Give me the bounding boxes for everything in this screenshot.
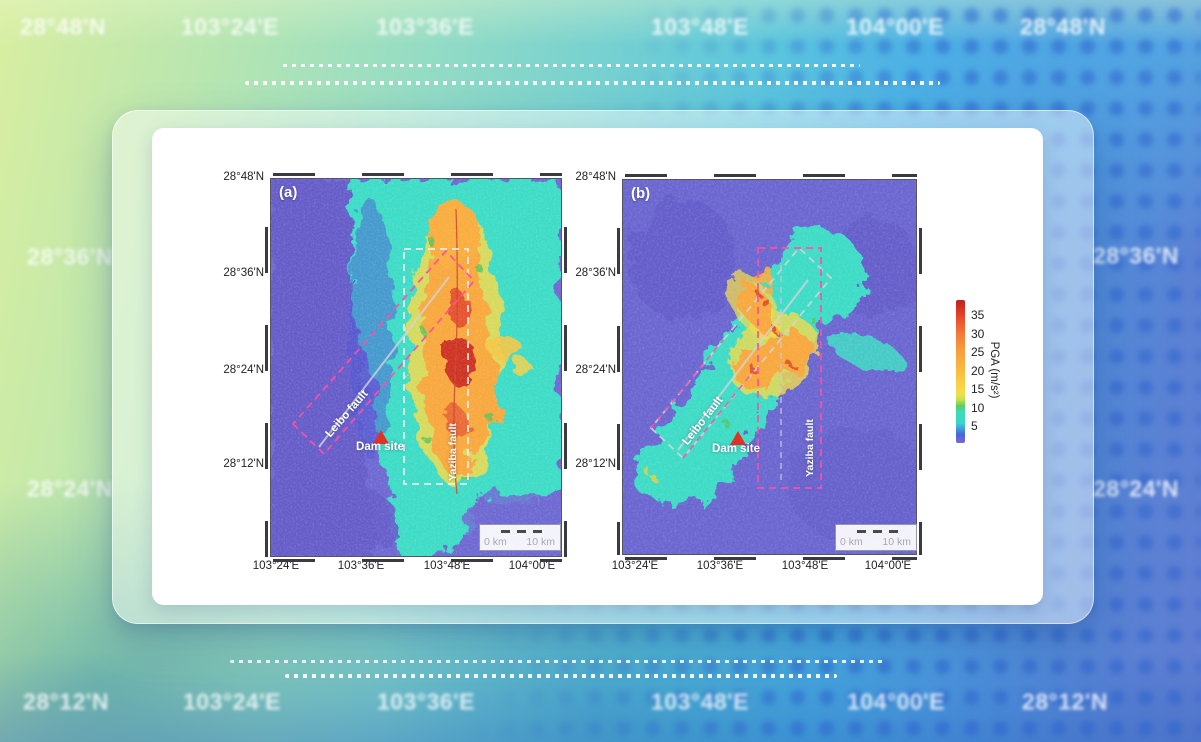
decorative-dotted-line — [245, 81, 940, 85]
lon-tick-label: 104°00'E — [508, 560, 556, 572]
bg-coord-label: 28°48'N — [20, 13, 106, 40]
bg-coord-label: 103°36'E — [376, 13, 474, 40]
panel-label: (a) — [279, 184, 298, 201]
yaziba-fault-label: Yaziba fault — [447, 423, 459, 481]
map-panel-a: (a) 0 km 10 km — [265, 173, 567, 562]
frame-ticks — [622, 174, 917, 177]
lat-tick-label: 28°24'N — [223, 364, 264, 376]
yaziba-fault-label: Yaziba fault — [804, 419, 816, 477]
colorbar-tick: 25 — [971, 345, 985, 359]
frame-ticks — [919, 179, 922, 555]
scale-bar-start: 0 km — [484, 536, 507, 548]
scale-bar-start: 0 km — [840, 536, 863, 548]
lat-tick-label: 28°48'N — [575, 171, 616, 183]
bg-coord-label: 28°24'N — [1093, 475, 1179, 502]
lon-tick-label: 103°36'E — [337, 560, 385, 572]
lon-tick-label: 103°48'E — [423, 560, 471, 572]
lat-tick-label: 28°12'N — [223, 458, 264, 470]
map-panel-b: (b) 0 km 10 km — [617, 174, 922, 560]
panel-label: (b) — [631, 185, 651, 202]
lat-tick-label: 28°24'N — [575, 364, 616, 376]
lat-tick-label: 28°36'N — [575, 267, 616, 279]
colorbar-tick: 30 — [971, 326, 985, 341]
decorative-dotted-line — [285, 674, 837, 678]
lon-tick-label: 103°24'E — [611, 560, 659, 572]
bg-coord-label: 28°48'N — [1020, 13, 1106, 40]
frame-ticks — [270, 559, 562, 562]
frame-ticks — [622, 557, 917, 560]
bg-coord-label: 28°36'N — [27, 243, 113, 270]
bg-coord-label: 103°24'E — [181, 13, 279, 40]
lon-tick-label: 104°00'E — [864, 560, 912, 572]
pga-map-a — [271, 179, 561, 556]
scale-bar-end: 10 km — [526, 536, 555, 548]
bg-coord-label: 103°48'E — [651, 13, 749, 40]
dam-site-label: Dam site — [356, 441, 404, 453]
bg-coord-label: 103°24'E — [183, 688, 281, 715]
scale-bar: 0 km 10 km — [835, 524, 917, 551]
scale-bar-end: 10 km — [882, 536, 911, 548]
frame-ticks — [617, 179, 620, 555]
scale-bar-dashes — [857, 530, 903, 533]
bg-coord-label: 103°36'E — [377, 688, 475, 715]
colorbar-tick: 35 — [971, 308, 985, 322]
lon-tick-label: 103°36'E — [696, 560, 744, 572]
bg-coord-label: 28°12'N — [23, 688, 109, 715]
pga-map-b — [623, 180, 916, 554]
colorbar-tick: 5 — [971, 419, 978, 433]
scale-bar-dashes — [501, 530, 547, 533]
colorbar-tick: 20 — [971, 363, 985, 378]
lat-tick-label: 28°36'N — [223, 267, 264, 279]
dam-site-label: Dam site — [712, 443, 760, 455]
lat-tick-label: 28°12'N — [575, 458, 616, 470]
frame-ticks — [564, 178, 567, 557]
bg-coord-label: 28°36'N — [1093, 242, 1179, 269]
scale-bar: 0 km 10 km — [479, 524, 561, 551]
decorative-dotted-line — [230, 660, 887, 663]
bg-coord-label: 103°48'E — [651, 688, 749, 715]
pga-colorbar — [956, 300, 965, 443]
bg-coord-label: 104°00'E — [847, 688, 945, 715]
frame-ticks — [270, 173, 562, 176]
bg-coord-label: 28°24'N — [27, 475, 113, 502]
lon-tick-label: 103°48'E — [781, 560, 829, 572]
colorbar-title: PGA (m/s²) — [988, 341, 1000, 399]
bg-coord-label: 104°00'E — [846, 13, 944, 40]
bg-coord-label: 28°12'N — [1022, 688, 1108, 715]
colorbar-tick: 10 — [971, 400, 985, 415]
lat-tick-label: 28°48'N — [223, 171, 264, 183]
lon-tick-label: 103°24'E — [252, 560, 300, 572]
colorbar-tick: 15 — [971, 382, 985, 396]
decorative-dotted-line — [283, 64, 860, 67]
frame-ticks — [265, 178, 268, 557]
